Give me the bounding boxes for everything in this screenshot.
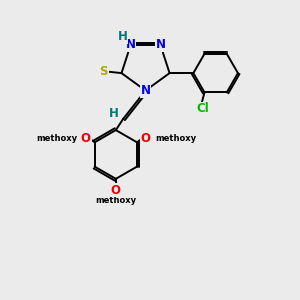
Text: H: H: [117, 30, 127, 43]
Text: methoxy: methoxy: [95, 196, 136, 205]
Text: O: O: [111, 184, 121, 196]
Text: methoxy: methoxy: [155, 134, 196, 143]
Text: N: N: [126, 38, 136, 51]
Text: Cl: Cl: [196, 102, 209, 115]
Text: O: O: [141, 132, 151, 145]
Text: N: N: [155, 38, 165, 51]
Text: O: O: [81, 132, 91, 145]
Text: H: H: [109, 107, 119, 120]
Text: methoxy: methoxy: [36, 134, 77, 143]
Text: S: S: [99, 65, 108, 78]
Text: N: N: [140, 84, 151, 97]
